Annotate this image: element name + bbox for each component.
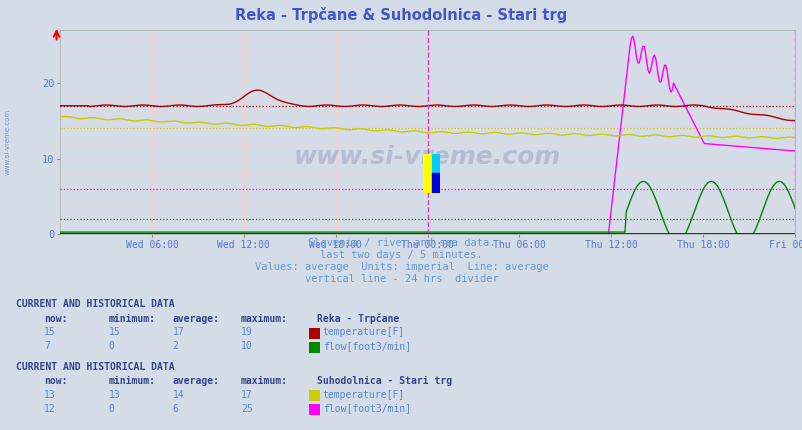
Text: Reka - Trpčane & Suhodolnica - Stari trg: Reka - Trpčane & Suhodolnica - Stari trg [235, 7, 567, 23]
Text: 15: 15 [108, 327, 120, 338]
Text: 0: 0 [108, 403, 114, 414]
Text: Values: average  Units: imperial  Line: average: Values: average Units: imperial Line: av… [254, 262, 548, 272]
Text: flow[foot3/min]: flow[foot3/min] [322, 341, 411, 351]
Text: minimum:: minimum: [108, 313, 156, 324]
Text: 6: 6 [172, 403, 178, 414]
Text: 10: 10 [241, 341, 253, 351]
Text: temperature[F]: temperature[F] [322, 327, 404, 338]
Text: 13: 13 [108, 390, 120, 400]
Bar [422, 154, 431, 193]
Bar [431, 154, 439, 173]
Text: average:: average: [172, 376, 220, 386]
Bar [431, 173, 439, 193]
Text: now:: now: [44, 376, 67, 386]
Text: minimum:: minimum: [108, 376, 156, 386]
Text: 17: 17 [172, 327, 184, 338]
Text: CURRENT AND HISTORICAL DATA: CURRENT AND HISTORICAL DATA [16, 299, 175, 310]
Text: Slovenia / river and sea data.: Slovenia / river and sea data. [307, 238, 495, 248]
Text: now:: now: [44, 313, 67, 324]
Text: 13: 13 [44, 390, 56, 400]
Text: 2: 2 [172, 341, 178, 351]
Text: 7: 7 [44, 341, 50, 351]
Text: Reka - Trpčane: Reka - Trpčane [317, 313, 399, 324]
Text: average:: average: [172, 313, 220, 324]
Text: vertical line - 24 hrs  divider: vertical line - 24 hrs divider [304, 274, 498, 284]
Text: 12: 12 [44, 403, 56, 414]
Text: last two days / 5 minutes.: last two days / 5 minutes. [320, 250, 482, 260]
Text: maximum:: maximum: [241, 313, 288, 324]
Text: temperature[F]: temperature[F] [322, 390, 404, 400]
Text: 15: 15 [44, 327, 56, 338]
Text: maximum:: maximum: [241, 376, 288, 386]
Text: 25: 25 [241, 403, 253, 414]
Text: 19: 19 [241, 327, 253, 338]
Text: www.si-vreme.com: www.si-vreme.com [5, 109, 11, 175]
Text: Suhodolnica - Stari trg: Suhodolnica - Stari trg [317, 376, 452, 386]
Text: www.si-vreme.com: www.si-vreme.com [294, 145, 561, 169]
Text: CURRENT AND HISTORICAL DATA: CURRENT AND HISTORICAL DATA [16, 362, 175, 372]
Text: 0: 0 [108, 341, 114, 351]
Text: 14: 14 [172, 390, 184, 400]
Text: flow[foot3/min]: flow[foot3/min] [322, 403, 411, 414]
Text: 17: 17 [241, 390, 253, 400]
